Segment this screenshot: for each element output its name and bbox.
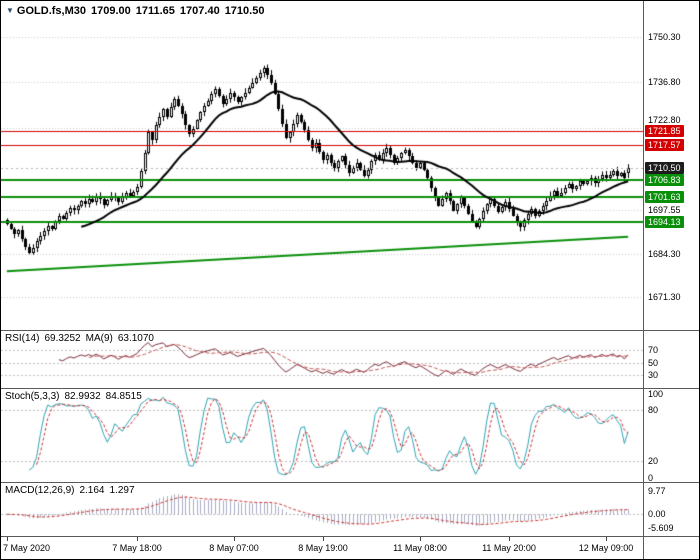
stoch-signal-value: 84.8515 <box>105 391 142 402</box>
current-price-tag[interactable]: 1710.50 <box>645 162 684 174</box>
resistance-price-tag[interactable]: 1721.85 <box>645 125 684 137</box>
time-axis[interactable]: 7 May 2020 7 May 18:00 8 May 07:00 8 May 19… <box>1 537 699 559</box>
symbol-period-label: GOLD.fs,M30 <box>16 5 86 17</box>
rsi-title: RSI(14) 69.3252 MA(9) 63.1070 <box>5 333 159 344</box>
rsi-ma-value: 63.1070 <box>117 333 154 344</box>
price-chart-canvas[interactable] <box>1 1 643 330</box>
time-axis-tick <box>7 537 8 541</box>
price-tick-label: 1736.80 <box>648 77 681 87</box>
time-axis-tick <box>606 537 607 541</box>
macd-name: MACD(12,26,9) <box>5 485 75 496</box>
macd-canvas[interactable] <box>1 483 643 536</box>
macd-tick-label: 0.00 <box>648 509 666 519</box>
time-axis-label: 11 May 08:00 <box>393 543 447 553</box>
stochastic-tick-label: 0 <box>648 473 654 483</box>
chart-header: ▼ GOLD.fs,M30 1709.00 1711.65 1707.40 1710.50 <box>6 5 264 17</box>
stochastic-tick-label: 20 <box>648 456 659 466</box>
rsi-tick-label: 30 <box>648 370 659 380</box>
quote-open: 1709.00 <box>91 5 131 17</box>
support-price-tag[interactable]: 1694.13 <box>645 216 684 228</box>
price-tick-label: 1722.80 <box>648 115 681 125</box>
time-axis-label: 8 May 07:00 <box>209 543 259 553</box>
time-axis-label: 7 May 18:00 <box>112 543 162 553</box>
quote-low: 1707.40 <box>179 5 220 17</box>
stoch-name: Stoch(5,3,3) <box>5 391 60 402</box>
price-tick-label: 1750.30 <box>648 32 681 42</box>
quote-close: 1710.50 <box>224 5 265 17</box>
macd-panel: MACD(12,26,9) 2.164 1.297 9.77 0.00 -5.609 <box>1 483 699 537</box>
stochastic-title: Stoch(5,3,3) 82.9932 84.8515 <box>5 391 147 402</box>
price-axis-border <box>643 1 644 559</box>
rsi-value: 69.3252 <box>44 333 81 344</box>
stochastic-tick-label: 80 <box>648 405 659 415</box>
quote-high: 1711.65 <box>135 5 175 17</box>
time-axis-label: 7 May 2020 <box>3 543 51 553</box>
time-axis-label: 8 May 19:00 <box>298 543 348 553</box>
stochastic-panel: Stoch(5,3,3) 82.9932 84.8515 100 80 20 0 <box>1 389 699 483</box>
rsi-canvas[interactable] <box>1 331 643 388</box>
rsi-name: RSI(14) <box>5 333 40 344</box>
stochastic-canvas[interactable] <box>1 389 643 482</box>
resistance-price-tag[interactable]: 1717.57 <box>645 139 684 151</box>
price-chart-panel: ▼ GOLD.fs,M30 1709.00 1711.65 1707.40 1710.50… <box>1 1 699 331</box>
macd-tick-label: 9.77 <box>648 486 666 496</box>
rsi-tick-label: 50 <box>648 358 659 368</box>
rsi-ma-name: MA(9) <box>85 333 113 344</box>
time-axis-tick <box>509 537 510 541</box>
support-price-tag[interactable]: 1701.63 <box>645 191 684 203</box>
chart-marker-icon: ▼ <box>6 6 14 15</box>
stoch-value: 82.9932 <box>64 391 101 402</box>
time-axis-tick <box>323 537 324 541</box>
price-tick-label: 1697.55 <box>648 205 681 215</box>
stochastic-tick-label: 100 <box>648 389 664 399</box>
rsi-panel: RSI(14) 69.3252 MA(9) 63.1070 70 50 30 <box>1 331 699 389</box>
price-tick-label: 1671.30 <box>648 292 681 302</box>
time-axis-tick <box>234 537 235 541</box>
time-axis-tick <box>420 537 421 541</box>
macd-tick-label: -5.609 <box>648 523 674 533</box>
time-axis-label: 12 May 09:00 <box>578 543 634 553</box>
time-axis-label: 11 May 20:00 <box>482 543 536 553</box>
time-axis-tick <box>137 537 138 541</box>
support-price-tag[interactable]: 1706.83 <box>645 174 684 186</box>
macd-signal-value: 1.297 <box>109 485 135 496</box>
rsi-tick-label: 70 <box>648 345 659 355</box>
macd-title: MACD(12,26,9) 2.164 1.297 <box>5 485 140 496</box>
macd-value: 2.164 <box>79 485 105 496</box>
price-tick-label: 1684.30 <box>648 249 681 259</box>
